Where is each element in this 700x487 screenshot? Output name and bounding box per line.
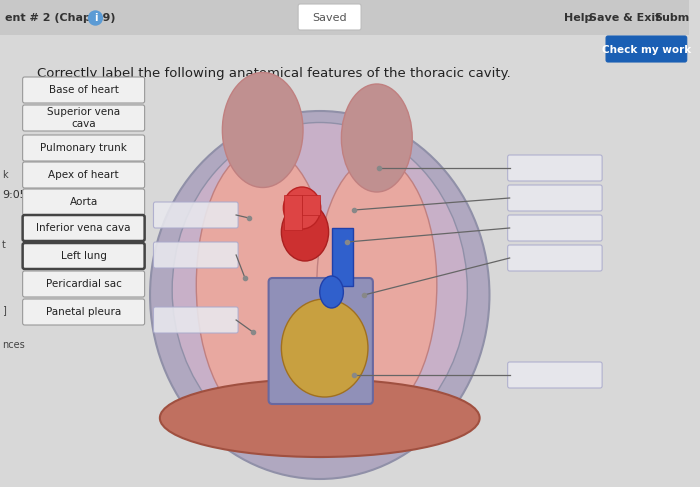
Text: ]: ] [2,305,6,315]
Text: i: i [94,13,97,23]
Text: Base of heart: Base of heart [49,85,118,95]
Text: Correctly label the following anatomical features of the thoracic cavity.: Correctly label the following anatomical… [37,67,511,79]
Text: 9:05: 9:05 [2,190,27,200]
FancyBboxPatch shape [269,278,373,404]
FancyBboxPatch shape [22,215,145,241]
FancyBboxPatch shape [22,243,145,269]
Ellipse shape [172,123,468,457]
FancyBboxPatch shape [22,105,145,131]
FancyBboxPatch shape [153,307,238,333]
Text: Save & Exit: Save & Exit [589,13,660,23]
Text: nces: nces [2,340,25,350]
Text: Left lung: Left lung [61,251,106,261]
FancyBboxPatch shape [22,189,145,215]
Bar [284,195,302,230]
FancyBboxPatch shape [22,162,145,188]
FancyBboxPatch shape [508,185,602,211]
Circle shape [88,11,102,25]
FancyBboxPatch shape [22,271,145,297]
FancyBboxPatch shape [298,4,361,30]
Text: k: k [2,170,8,180]
FancyBboxPatch shape [22,299,145,325]
Text: Superior vena
cava: Superior vena cava [47,107,120,129]
FancyBboxPatch shape [153,242,238,268]
Ellipse shape [223,73,303,187]
FancyBboxPatch shape [606,36,687,62]
Text: Panetal pleura: Panetal pleura [46,307,121,317]
Text: Subm: Subm [654,13,690,23]
FancyBboxPatch shape [153,202,238,228]
Ellipse shape [281,299,368,397]
Text: ent # 2 (Chap 19): ent # 2 (Chap 19) [5,13,116,23]
Ellipse shape [284,187,321,229]
FancyBboxPatch shape [508,245,602,271]
FancyBboxPatch shape [508,155,602,181]
Text: Check my work: Check my work [602,45,691,55]
Text: Pulmonary trunk: Pulmonary trunk [40,143,127,153]
Ellipse shape [196,148,329,423]
Text: Aorta: Aorta [69,197,98,207]
Ellipse shape [317,157,437,412]
FancyBboxPatch shape [22,135,145,161]
Ellipse shape [150,111,489,479]
FancyBboxPatch shape [0,0,689,35]
Bar [302,195,320,215]
Text: t: t [2,240,6,250]
Ellipse shape [320,276,344,308]
Bar [332,228,354,286]
Text: Pericardial sac: Pericardial sac [46,279,122,289]
Text: Saved: Saved [312,13,347,23]
Ellipse shape [281,203,328,261]
FancyBboxPatch shape [22,77,145,103]
FancyBboxPatch shape [508,215,602,241]
FancyBboxPatch shape [508,362,602,388]
Text: Inferior vena cava: Inferior vena cava [36,223,131,233]
Text: Apex of heart: Apex of heart [48,170,119,180]
Ellipse shape [160,379,480,457]
Text: Help: Help [564,13,593,23]
Ellipse shape [342,84,412,192]
